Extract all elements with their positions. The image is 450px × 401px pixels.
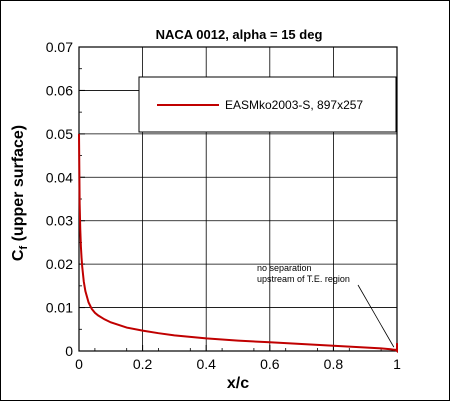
y-tick-labels: 0 0.01 0.02 0.03 0.04 0.05 0.06 0.07: [46, 39, 73, 359]
series-line: [78, 133, 398, 354]
y-tick-label: 0.07: [46, 39, 73, 55]
annotation-line-2: upstream of T.E. region: [257, 274, 350, 284]
x-tick-labels: 0 0.2 0.4 0.6 0.8 1: [75, 356, 401, 372]
y-axis-label: Cf (upper surface): [10, 125, 30, 261]
chart-title: NACA 0012, alpha = 15 deg: [156, 27, 323, 42]
x-tick-label: 0.4: [196, 356, 216, 372]
legend: EASMko2003-S, 897x257: [138, 76, 397, 133]
y-tick-label: 0.03: [46, 213, 73, 229]
x-tick-label: 1: [393, 356, 401, 372]
y-tick-label: 0.06: [46, 82, 73, 98]
y-axis-label-main: C: [10, 249, 27, 261]
x-tick-label: 0.2: [133, 356, 153, 372]
y-tick-label: 0.04: [46, 169, 73, 185]
x-tick-label: 0.6: [260, 356, 280, 372]
legend-entry: EASMko2003-S, 897x257: [225, 98, 363, 112]
annotation-line-1: no separation: [257, 263, 312, 273]
y-tick-label: 0.05: [46, 126, 73, 142]
x-tick-label: 0.8: [324, 356, 344, 372]
y-axis-label-rest: (upper surface): [10, 125, 27, 246]
annotation-arrow: [357, 284, 395, 348]
y-tick-label: 0.02: [46, 256, 73, 272]
y-tick-label: 0.01: [46, 300, 73, 316]
y-tick-label: 0: [65, 343, 73, 359]
x-axis-label: x/c: [227, 375, 249, 392]
annotation: no separation upstream of T.E. region: [257, 263, 395, 348]
x-tick-label: 0: [75, 356, 83, 372]
y-axis-label-subscript: f: [18, 246, 30, 250]
